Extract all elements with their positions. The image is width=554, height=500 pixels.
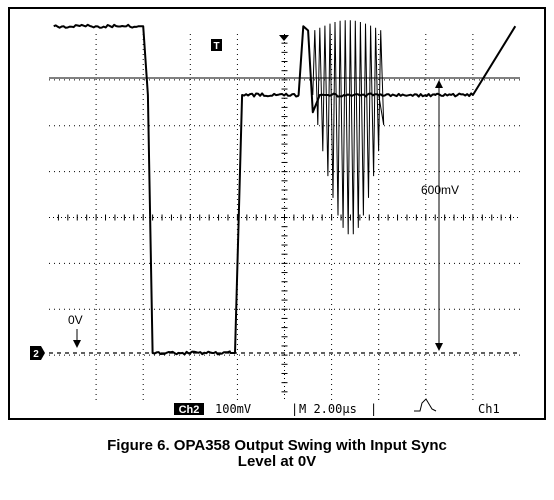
oscilloscope-screen: 600mV 0V T 2 Ch2 100mV | M 2.00µs | Ch1	[8, 7, 546, 420]
status-timebase-pre: |	[291, 402, 298, 416]
amplitude-arrow	[435, 80, 443, 351]
zero-level-label: 0V	[68, 313, 83, 327]
color-burst-ringing	[313, 20, 384, 234]
channel-2-ground-marker: 2	[30, 346, 45, 360]
status-scale: 100mV	[215, 402, 251, 416]
status-trigger-source: Ch1	[478, 402, 500, 416]
trigger-slope-icon	[414, 399, 436, 411]
status-bar: Ch2 100mV | M 2.00µs | Ch1	[174, 399, 500, 416]
status-channel: Ch2	[179, 404, 200, 416]
zero-level-arrow	[73, 329, 81, 348]
caption-line-2: Level at 0V	[0, 454, 554, 470]
trigger-marker-text: T	[213, 41, 219, 52]
caption-line-1: Figure 6. OPA358 Output Swing with Input…	[0, 438, 554, 454]
status-timebase-post: |	[370, 402, 377, 416]
channel-marker-text: 2	[33, 349, 39, 360]
figure-caption: Figure 6. OPA358 Output Swing with Input…	[0, 438, 554, 470]
amplitude-label: 600mV	[421, 183, 459, 197]
status-timebase: M 2.00µs	[299, 402, 357, 416]
trigger-position-marker	[279, 35, 289, 41]
graticule	[49, 34, 520, 401]
trigger-marker-icon: T	[211, 39, 222, 52]
